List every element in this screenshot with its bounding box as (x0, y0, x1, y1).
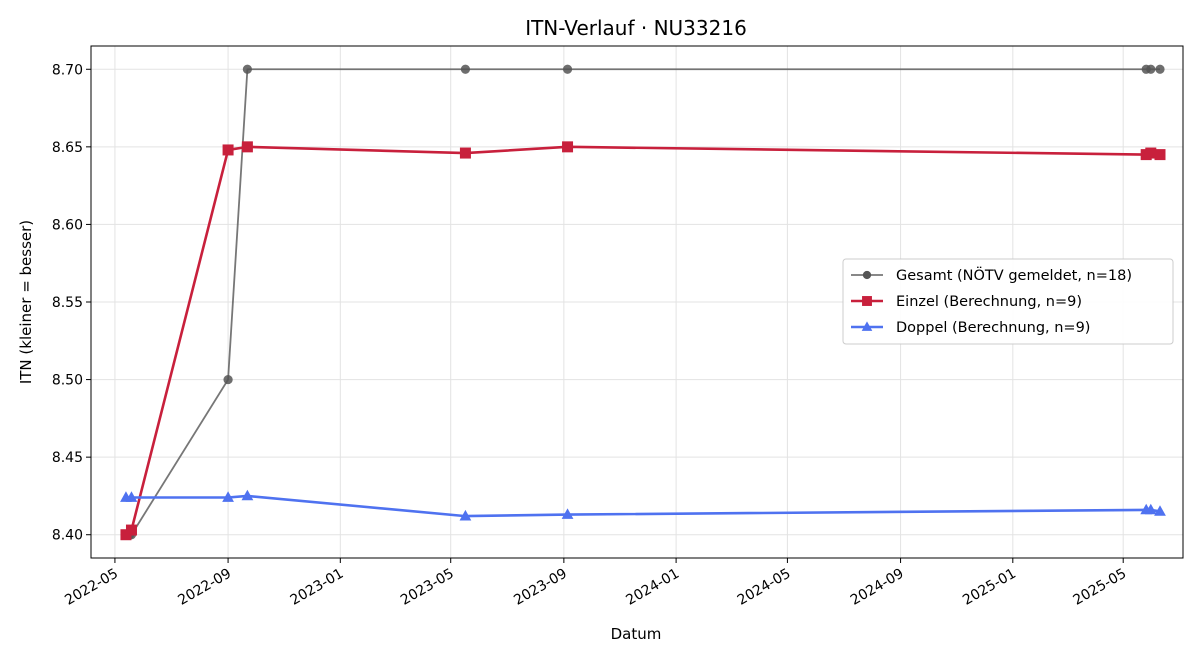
data-point (125, 524, 137, 536)
data-point (222, 491, 234, 502)
legend-item: Gesamt (NÖTV gemeldet, n=18) (851, 266, 1132, 284)
data-point (120, 529, 132, 541)
data-point (562, 141, 574, 153)
legend-label: Gesamt (NÖTV gemeldet, n=18) (896, 266, 1132, 284)
data-point (223, 374, 233, 385)
data-point (1145, 147, 1157, 159)
series-circle (125, 64, 1165, 540)
data-point (459, 509, 472, 521)
data-point (561, 508, 574, 519)
y-axis-label: ITN (kleiner = besser) (17, 220, 35, 384)
data-point (459, 147, 471, 159)
series-line (125, 494, 1161, 518)
series-triangle (120, 489, 1166, 521)
x-tick-label: 2022-09 (175, 566, 234, 609)
y-tick-label: 8.55 (52, 295, 83, 311)
legend-label: Einzel (Berechnung, n=9) (896, 294, 1082, 310)
x-axis-label: Datum (611, 625, 662, 643)
data-point (1144, 503, 1157, 515)
x-tick-label: 2023-05 (398, 566, 457, 609)
x-tick-label: 2025-01 (960, 566, 1019, 609)
data-point (1146, 64, 1156, 74)
x-tick-label: 2023-01 (288, 566, 347, 609)
legend: Gesamt (NÖTV gemeldet, n=18) Einzel (Bere… (842, 258, 1174, 345)
chart-title: ITN-Verlauf · NU33216 (525, 16, 747, 40)
x-tick-label: 2022-05 (62, 566, 121, 609)
y-tick-label: 8.50 (52, 373, 83, 389)
y-tick-label: 8.65 (52, 140, 83, 156)
legend-item: Doppel (Berechnung, n=9) (851, 320, 1090, 336)
series-layer (120, 64, 1166, 541)
data-point (1155, 64, 1165, 74)
legend-label: Doppel (Berechnung, n=9) (896, 320, 1090, 336)
series-square (120, 141, 1166, 541)
legend-marker (861, 321, 873, 331)
legend-box (842, 258, 1174, 345)
x-tick-label: 2024-05 (735, 566, 794, 609)
data-point (242, 64, 252, 74)
y-tick-label: 8.40 (52, 528, 83, 544)
legend-marker (862, 270, 872, 280)
y-tick-label: 8.60 (52, 217, 83, 233)
x-tick-label: 2024-01 (623, 566, 682, 609)
x-tick-label: 2025-05 (1071, 566, 1130, 609)
data-point (1154, 149, 1166, 161)
data-point (1154, 505, 1166, 516)
data-point (241, 489, 254, 501)
data-point (562, 64, 573, 74)
x-tick-label: 2023-09 (511, 566, 570, 609)
data-point (222, 144, 234, 156)
legend-item: Einzel (Berechnung, n=9) (851, 294, 1082, 310)
y-tick-label: 8.45 (52, 450, 83, 466)
y-tick-label: 8.70 (52, 62, 83, 78)
data-point (125, 491, 138, 502)
legend-marker (862, 296, 872, 306)
data-point (241, 141, 253, 153)
x-tick-label: 2024-09 (848, 566, 907, 609)
data-point (460, 64, 471, 74)
